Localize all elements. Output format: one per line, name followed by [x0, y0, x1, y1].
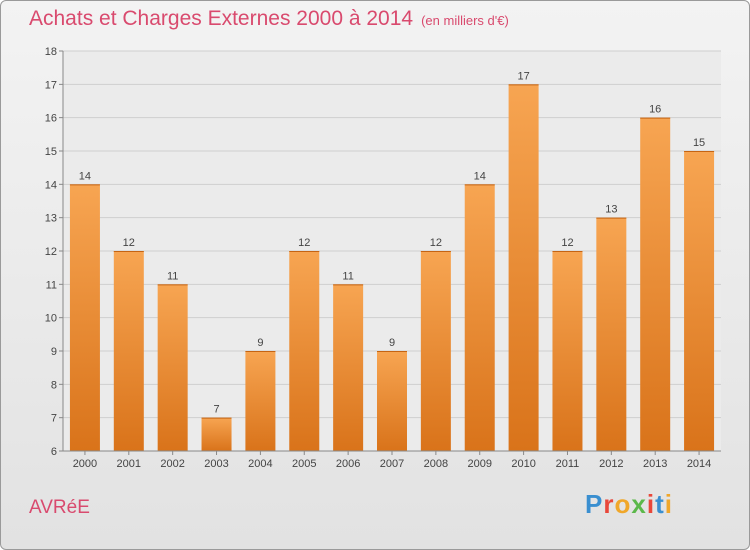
bar: [552, 251, 583, 451]
logo-letter: t: [655, 489, 665, 519]
bar: [333, 284, 364, 451]
logo-letter: x: [631, 489, 647, 519]
chart-title: Achats et Charges Externes 2000 à 2014 (e…: [29, 7, 509, 31]
bar-value-label: 12: [430, 237, 442, 249]
bar-value-label: 9: [257, 337, 263, 349]
bar-value-label: 14: [79, 170, 91, 182]
x-tick-label: 2008: [424, 458, 448, 470]
bar-value-label: 12: [298, 237, 310, 249]
y-tick-label: 15: [45, 146, 57, 158]
x-tick-label: 2012: [599, 458, 623, 470]
logo-letter: o: [614, 489, 632, 519]
x-tick-label: 2006: [336, 458, 360, 470]
chart-subtitle: (en milliers d'€): [421, 13, 509, 28]
x-tick-label: 2002: [160, 458, 184, 470]
bar: [640, 117, 671, 452]
x-tick-label: 2001: [117, 458, 141, 470]
y-tick-label: 12: [45, 246, 57, 258]
bar: [245, 351, 276, 451]
y-tick-label: 8: [51, 379, 57, 391]
y-tick-label: 17: [45, 79, 57, 91]
y-tick-label: 14: [45, 179, 57, 191]
bar: [464, 184, 495, 452]
x-tick-label: 2013: [643, 458, 667, 470]
bar-value-label: 11: [342, 270, 353, 282]
bar: [201, 417, 232, 451]
proxiti-logo: Proxiti: [585, 489, 673, 520]
x-tick-label: 2004: [248, 458, 272, 470]
x-tick-label: 2009: [467, 458, 491, 470]
bar: [684, 151, 715, 451]
commune-name: AVRéE: [29, 497, 90, 518]
bar-value-label: 17: [517, 70, 529, 82]
x-tick-label: 2011: [556, 458, 580, 470]
bar-value-label: 16: [649, 104, 661, 116]
x-tick-label: 2010: [511, 458, 535, 470]
bar: [289, 251, 320, 451]
bar: [420, 251, 451, 451]
y-tick-label: 16: [45, 113, 57, 125]
logo-letter: r: [603, 489, 615, 519]
bar-value-label: 11: [167, 270, 178, 282]
y-tick-label: 10: [45, 313, 57, 325]
title-text: Achats et Charges Externes 2000 à 2014: [29, 7, 414, 30]
logo-letter: i: [646, 489, 656, 519]
y-tick-label: 9: [51, 346, 57, 358]
y-tick-label: 18: [45, 46, 57, 58]
bar-value-label: 7: [213, 404, 219, 416]
y-tick-label: 6: [51, 446, 57, 458]
x-tick-label: 2003: [204, 458, 228, 470]
bar-value-label: 13: [605, 204, 617, 216]
bar-value-label: 15: [693, 137, 705, 149]
bar: [113, 251, 144, 451]
bar-value-label: 12: [123, 237, 135, 249]
bar: [157, 284, 188, 451]
x-tick-label: 2005: [292, 458, 316, 470]
x-tick-label: 2014: [687, 458, 711, 470]
bar: [69, 184, 100, 452]
bar: [508, 84, 539, 451]
logo-letter: P: [585, 489, 604, 519]
bar: [596, 217, 627, 451]
logo-letter: i: [664, 489, 673, 519]
y-tick-label: 13: [45, 213, 57, 225]
bar-value-label: 9: [389, 337, 395, 349]
x-tick-label: 2007: [380, 458, 404, 470]
bar: [377, 351, 407, 451]
bar-value-label: 12: [561, 237, 573, 249]
x-tick-label: 2000: [73, 458, 97, 470]
y-tick-label: 7: [51, 413, 57, 425]
y-tick-label: 11: [46, 279, 57, 291]
bar-value-label: 14: [474, 170, 486, 182]
